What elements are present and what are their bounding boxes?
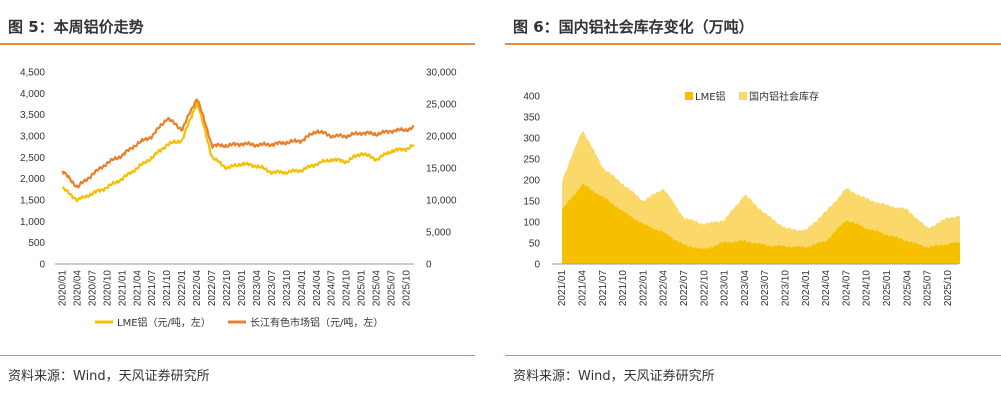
x-tick-label: 2023/07	[760, 270, 771, 307]
series-area	[562, 183, 960, 264]
inventory-chart: 400 350 300 250 200 150 100 50 0 2021/01 2021/04 20…	[523, 90, 960, 307]
legend-label: LME铝（元/吨，左）	[117, 316, 211, 329]
legend-label: LME铝	[695, 91, 726, 103]
y-left-tick-label: 1,000	[20, 217, 45, 228]
x-tick-label: 2022/07	[207, 270, 218, 307]
legend-label: 国内铝社会库存	[749, 90, 819, 103]
title-divider	[505, 43, 1001, 45]
x-tick-label: 2023/04	[252, 270, 263, 307]
title-divider	[0, 43, 475, 45]
x-tick-label: 2021/10	[162, 270, 173, 307]
x-tick-label: 2021/04	[577, 270, 588, 307]
x-tick-label: 2023/07	[267, 270, 278, 307]
x-tick-label: 2025/04	[372, 270, 383, 307]
x-tick-label: 2024/10	[342, 270, 353, 307]
source-note: 资料来源：Wind，天风证券研究所	[513, 369, 715, 384]
x-tick-label: 2024/04	[821, 270, 832, 307]
x-tick-label: 2020/04	[72, 270, 83, 307]
x-tick-label: 2025/01	[357, 270, 368, 307]
x-tick-label: 2025/10	[943, 270, 954, 307]
series-line	[61, 100, 415, 203]
x-tick-label: 2024/04	[312, 270, 323, 307]
y-tick-label: 100	[523, 218, 540, 229]
footer-divider	[0, 355, 475, 356]
x-tick-label: 2020/10	[102, 270, 113, 307]
x-tick-label: 2022/04	[659, 270, 670, 307]
x-tick-label: 2024/01	[801, 270, 812, 307]
y-right-tick-label: 30,000	[426, 68, 457, 79]
chart-title: 图 6：国内铝社会库存变化（万吨）	[513, 18, 754, 36]
x-tick-label: 2020/07	[87, 270, 98, 307]
y-right-tick-label: 5,000	[426, 228, 451, 239]
x-tick-label: 2021/10	[618, 270, 629, 307]
x-tick-label: 2021/07	[147, 270, 158, 307]
x-tick-label: 2021/01	[117, 270, 128, 307]
x-tick-label: 2023/10	[780, 270, 791, 307]
y-right-tick-label: 0	[426, 260, 432, 271]
y-left-tick-label: 0	[39, 260, 45, 271]
y-left-tick-label: 4,000	[20, 89, 45, 100]
x-tick-label: 2024/07	[327, 270, 338, 307]
x-tick-label: 2021/07	[598, 270, 609, 307]
x-tick-label: 2023/01	[720, 270, 731, 307]
y-tick-label: 150	[523, 197, 540, 208]
x-tick-label: 2024/01	[297, 270, 308, 307]
y-left-tick-label: 4,500	[20, 68, 45, 79]
x-tick-label: 2024/07	[841, 270, 852, 307]
y-right-tick-label: 15,000	[426, 164, 457, 175]
x-tick-label: 2022/01	[638, 270, 649, 307]
y-tick-label: 300	[523, 134, 540, 145]
x-tick-label: 2022/10	[699, 270, 710, 307]
y-left-tick-label: 2,000	[20, 174, 45, 185]
aluminum-price-chart: 4,500 4,000 3,500 3,000 2,500 2,000 1,500 1,000…	[20, 68, 457, 330]
x-tick-label: 2025/01	[882, 270, 893, 307]
y-tick-label: 350	[523, 113, 540, 124]
x-tick-label: 2022/04	[192, 270, 203, 307]
right-chart-panel: 图 6：国内铝社会库存变化（万吨） 400 350 300 250 200 150 100 5…	[505, 0, 1001, 403]
footer-divider	[505, 355, 1001, 356]
x-tick-label: 2022/01	[177, 270, 188, 307]
y-left-tick-label: 3,000	[20, 132, 45, 143]
y-tick-label: 250	[523, 155, 540, 166]
legend-swatch	[739, 92, 747, 100]
x-tick-label: 2024/10	[862, 270, 873, 307]
x-tick-label: 2025/07	[923, 270, 934, 307]
left-chart-panel: 图 5：本周铝价走势 4,500 4,000 3,500 3,000 2,500 2,00…	[0, 0, 475, 403]
series-line	[61, 98, 415, 189]
y-left-tick-label: 3,500	[20, 110, 45, 121]
x-tick-label: 2025/10	[402, 270, 413, 307]
x-tick-label: 2022/07	[679, 270, 690, 307]
y-right-tick-label: 20,000	[426, 132, 457, 143]
y-left-tick-label: 500	[28, 238, 45, 249]
y-tick-label: 400	[523, 92, 540, 103]
x-tick-label: 2022/10	[222, 270, 233, 307]
x-tick-label: 2023/01	[237, 270, 248, 307]
y-tick-label: 200	[523, 176, 540, 187]
chart-title: 图 5：本周铝价走势	[8, 18, 144, 36]
x-tick-label: 2021/04	[132, 270, 143, 307]
y-tick-label: 0	[534, 260, 540, 271]
x-tick-label: 2021/01	[557, 270, 568, 307]
source-note: 资料来源：Wind，天风证券研究所	[8, 369, 210, 384]
x-tick-label: 2025/07	[387, 270, 398, 307]
x-tick-label: 2025/04	[902, 270, 913, 307]
x-tick-label: 2023/04	[740, 270, 751, 307]
legend-swatch	[685, 92, 693, 100]
x-tick-label: 2023/10	[282, 270, 293, 307]
y-tick-label: 50	[529, 239, 541, 250]
legend-label: 长江有色市场铝（元/吨，左）	[250, 316, 383, 329]
y-left-tick-label: 1,500	[20, 196, 45, 207]
y-left-tick-label: 2,500	[20, 153, 45, 164]
y-right-tick-label: 10,000	[426, 196, 457, 207]
x-tick-label: 2020/01	[57, 270, 68, 307]
y-right-tick-label: 25,000	[426, 100, 457, 111]
